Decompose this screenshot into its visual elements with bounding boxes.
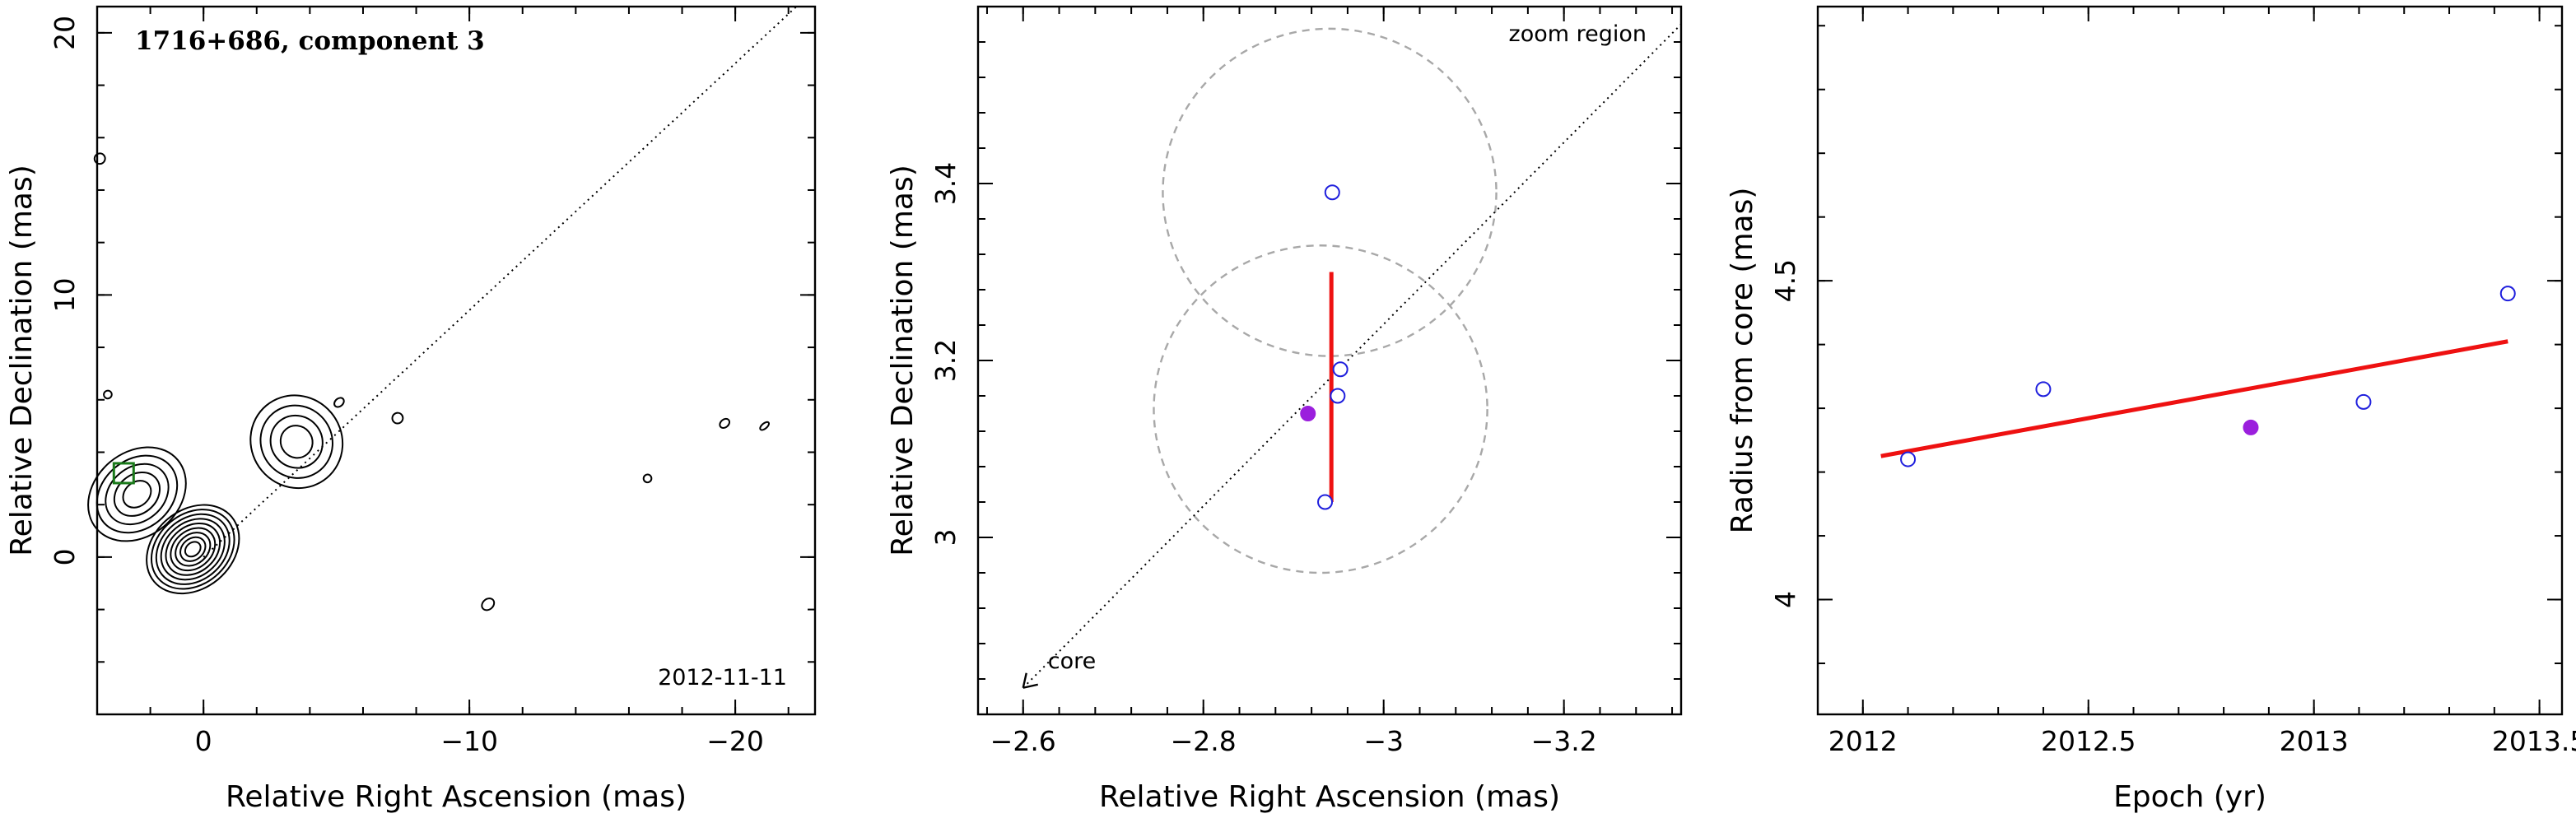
y-tick-label: 3.2 <box>929 339 962 382</box>
contour-level <box>759 421 770 431</box>
data-point-filled <box>1300 406 1316 421</box>
contour-level <box>719 417 731 429</box>
contour-level <box>391 412 404 425</box>
contour-level <box>269 414 324 469</box>
y-axis-label: Relative Declination (mas) <box>886 165 920 556</box>
x-axis-label: Epoch (yr) <box>2113 780 2266 814</box>
x-tick-label: −2.8 <box>1171 725 1237 757</box>
contour-level <box>87 446 187 542</box>
data-point-open <box>2355 393 2372 410</box>
y-tick-label: 20 <box>49 16 81 50</box>
contour-level <box>105 463 170 526</box>
contour-level <box>642 473 653 484</box>
contour-level <box>175 532 212 567</box>
contour-level <box>146 504 240 595</box>
y-tick-label: 3 <box>929 529 962 546</box>
x-axis-label: Relative Right Ascension (mas) <box>226 780 687 814</box>
data-point-filled <box>2243 419 2259 435</box>
data-point-open <box>1317 494 1334 510</box>
y-tick-label: 10 <box>49 277 81 312</box>
data-point-open <box>1330 388 1346 404</box>
y-tick-label: 0 <box>49 548 81 565</box>
contour-level <box>93 152 106 165</box>
component-marker <box>112 462 135 485</box>
x-tick-label: 2013.5 <box>2492 725 2576 757</box>
contour-level <box>113 471 161 517</box>
contour-level <box>259 404 333 479</box>
contour-level <box>103 389 113 400</box>
y-tick-label: 4.5 <box>1769 259 1801 302</box>
panel-zoom-region: −2.6 −2.8 −3 −3.2 3 3.2 3.4 Relative Right Asce… <box>886 5 1683 814</box>
contour-level <box>160 518 226 581</box>
plot-frame <box>95 5 817 716</box>
panel-jet-map: 0 −10 −20 0 10 20 Relative Right Ascension (ma… <box>5 5 817 814</box>
data-point-open <box>1324 184 1340 201</box>
data-point-open <box>2499 286 2516 302</box>
data-point-open <box>2035 381 2052 398</box>
contour-level <box>279 425 314 459</box>
jet-direction-line <box>203 6 798 558</box>
y-tick-label: 4 <box>1769 591 1801 608</box>
contour-level <box>170 527 217 572</box>
chart-title: 1716+686, component 3 <box>135 26 485 56</box>
zoom-circle <box>1162 27 1498 357</box>
contour-level <box>481 597 496 611</box>
plot-frame <box>1816 5 2564 716</box>
y-tick-label: 3.4 <box>929 162 962 205</box>
zoom-circle <box>1153 244 1488 574</box>
y-axis-label: Relative Declination (mas) <box>5 165 39 556</box>
panel-radius-epoch: 2012 2012.5 2013 2013.5 4 4.5 Epoch (yr) Radius… <box>1726 5 2576 814</box>
y-axis-label: Radius from core (mas) <box>1726 188 1759 534</box>
x-tick-label: −3 <box>1363 725 1404 757</box>
x-tick-label: −3.2 <box>1531 725 1597 757</box>
epoch-annotation: 2012-11-11 <box>658 665 787 690</box>
data-point-open <box>1332 361 1349 378</box>
contour-level <box>179 536 207 562</box>
contour-level <box>165 522 221 576</box>
x-tick-label: −20 <box>706 725 764 757</box>
jet-direction-line <box>1022 23 1682 689</box>
core-label: core <box>1048 649 1096 674</box>
x-tick-label: −10 <box>440 725 498 757</box>
fit-line <box>1880 339 2508 458</box>
contour-level <box>249 394 344 490</box>
contour-level <box>122 480 152 509</box>
x-axis-label: Relative Right Ascension (mas) <box>1099 780 1560 814</box>
x-tick-label: −2.6 <box>990 725 1056 757</box>
x-tick-label: 2012 <box>1828 725 1898 757</box>
x-tick-label: 0 <box>195 725 212 757</box>
contour-level <box>184 541 202 558</box>
core-arrow-head <box>1022 672 1039 689</box>
x-tick-label: 2012.5 <box>2041 725 2136 757</box>
x-tick-label: 2013 <box>2280 725 2349 757</box>
zoom-region-label: zoom region <box>1509 21 1647 47</box>
contour-level <box>155 513 231 585</box>
contour-level <box>150 509 235 590</box>
contour-level <box>333 397 345 408</box>
data-point-open <box>1900 451 1917 467</box>
